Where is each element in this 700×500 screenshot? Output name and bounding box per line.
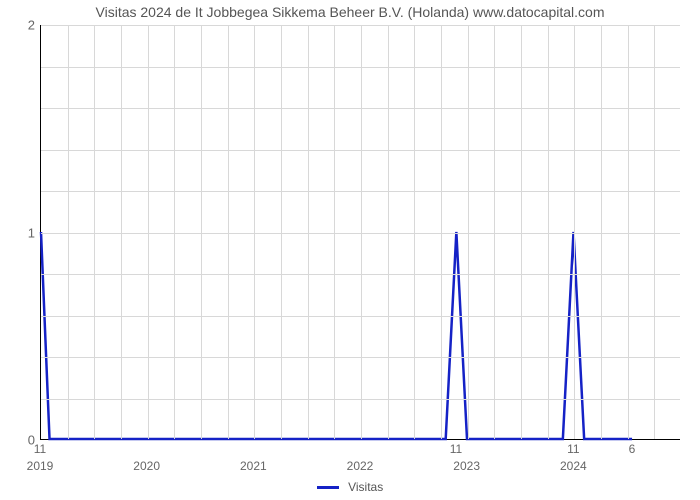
gridline-horizontal bbox=[41, 274, 680, 275]
plot-area bbox=[40, 25, 680, 440]
gridline-horizontal bbox=[41, 357, 680, 358]
legend-swatch bbox=[317, 486, 339, 489]
gridline-horizontal bbox=[41, 399, 680, 400]
x-year-label: 2019 bbox=[27, 459, 54, 473]
x-year-label: 2022 bbox=[347, 459, 374, 473]
chart-title: Visitas 2024 de It Jobbegea Sikkema Behe… bbox=[0, 4, 700, 20]
legend: Visitas bbox=[0, 480, 700, 494]
x-year-label: 2023 bbox=[453, 459, 480, 473]
gridline-horizontal bbox=[41, 108, 680, 109]
data-point-label: 6 bbox=[629, 442, 636, 456]
gridline-horizontal bbox=[41, 25, 680, 26]
x-year-label: 2020 bbox=[133, 459, 160, 473]
data-point-label: 11 bbox=[450, 442, 462, 456]
y-tick-label: 1 bbox=[5, 225, 35, 240]
gridline-horizontal bbox=[41, 316, 680, 317]
x-year-label: 2021 bbox=[240, 459, 267, 473]
gridline-horizontal bbox=[41, 191, 680, 192]
gridline-horizontal bbox=[41, 67, 680, 68]
y-tick-label: 0 bbox=[5, 433, 35, 448]
x-year-label: 2024 bbox=[560, 459, 587, 473]
y-tick-label: 2 bbox=[5, 18, 35, 33]
legend-label: Visitas bbox=[348, 480, 383, 494]
gridline-horizontal bbox=[41, 233, 680, 234]
data-point-label: 11 bbox=[34, 442, 46, 456]
chart-container: Visitas 2024 de It Jobbegea Sikkema Behe… bbox=[0, 0, 700, 500]
gridline-horizontal bbox=[41, 150, 680, 151]
data-point-label: 11 bbox=[567, 442, 579, 456]
